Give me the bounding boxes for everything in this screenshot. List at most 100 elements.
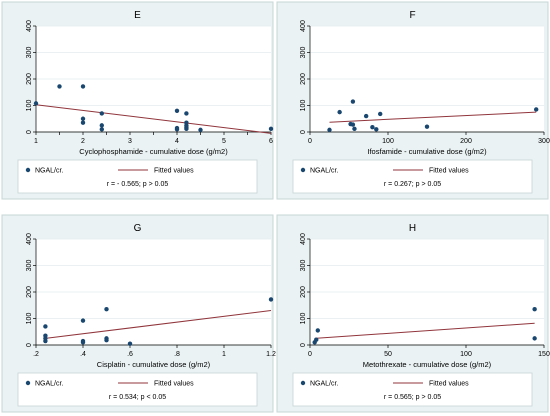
fitted-line bbox=[45, 310, 272, 339]
y-tick-label: 300 bbox=[300, 47, 307, 59]
data-point bbox=[99, 111, 105, 116]
y-tick-label: 100 bbox=[300, 313, 307, 325]
y-tick-label: 300 bbox=[26, 260, 33, 272]
x-tick-label: 0 bbox=[308, 351, 312, 358]
y-tick-label: 200 bbox=[300, 286, 307, 298]
y-tick-label: 200 bbox=[26, 286, 33, 298]
y-tick-label: 400 bbox=[26, 233, 33, 245]
data-point bbox=[57, 84, 62, 89]
y-tick-label: 400 bbox=[26, 20, 33, 32]
data-point bbox=[99, 123, 105, 128]
x-axis-label: Ifosfamide - cumulative dose (g/m2) bbox=[367, 147, 487, 156]
x-tick-label: 300 bbox=[538, 138, 550, 145]
stat-annotation: r = 0.565; p > 0.05 bbox=[384, 394, 441, 401]
data-point bbox=[104, 338, 109, 343]
legend-points-label: NGAL/cr. bbox=[35, 168, 63, 175]
x-axis-label: Cisplatin - cumulative dose (g/m2) bbox=[97, 360, 211, 369]
legend-point-marker bbox=[25, 167, 31, 173]
panel-title: G bbox=[134, 223, 142, 234]
data-point bbox=[532, 336, 537, 341]
panel-title: E bbox=[134, 10, 141, 21]
x-tick-label: 1 bbox=[34, 138, 38, 145]
y-tick-label: 300 bbox=[300, 260, 307, 272]
x-tick-label: 100 bbox=[460, 351, 472, 358]
panel-title: H bbox=[409, 223, 416, 234]
y-tick-label: 0 bbox=[300, 130, 307, 134]
data-point bbox=[80, 116, 86, 121]
stat-annotation: r = 0.534; p < 0.05 bbox=[109, 394, 166, 401]
panel-G: G 0 100 200 300 400 .2 .4 .6 .8 1 1.2 Cisplatin - cu… bbox=[1, 214, 276, 413]
data-point bbox=[174, 127, 180, 132]
data-point bbox=[268, 126, 274, 132]
y-tick-label: 400 bbox=[300, 233, 307, 245]
panel-F: F 0 100 200 300 400 0 100 200 300 Ifosfamide - cum… bbox=[276, 1, 550, 200]
data-point bbox=[104, 307, 109, 312]
legend-points-label: NGAL/cr. bbox=[35, 381, 63, 388]
data-point bbox=[174, 108, 180, 114]
data-point bbox=[80, 318, 86, 323]
y-tick-label: 100 bbox=[26, 313, 33, 325]
data-point bbox=[534, 107, 539, 112]
fitted-line bbox=[329, 111, 537, 123]
fitted-line bbox=[35, 104, 272, 134]
y-tick-label: 200 bbox=[300, 73, 307, 85]
data-point bbox=[43, 324, 48, 329]
x-tick-label: 5 bbox=[222, 138, 226, 145]
y-tick-label: 100 bbox=[26, 100, 33, 112]
legend-points-label: NGAL/cr. bbox=[310, 168, 338, 175]
legend-box bbox=[292, 159, 533, 194]
data-point bbox=[350, 99, 356, 104]
x-tick-label: 2 bbox=[81, 138, 85, 145]
fitted-line bbox=[314, 322, 535, 339]
legend-point-marker bbox=[25, 380, 31, 386]
x-axis-label: Metothrexate - cumulative dose (g/m2) bbox=[363, 360, 492, 369]
x-tick-label: 3 bbox=[128, 138, 132, 145]
data-point bbox=[315, 328, 320, 333]
x-tick-label: 150 bbox=[538, 351, 550, 358]
x-tick-label: .6 bbox=[127, 351, 133, 358]
y-tick-label: 200 bbox=[26, 73, 33, 85]
y-tick-label: 100 bbox=[300, 100, 307, 112]
stat-annotation: r = 0.267; p > 0.05 bbox=[384, 181, 441, 188]
y-tick-label: 0 bbox=[300, 343, 307, 347]
data-point bbox=[184, 111, 189, 116]
data-point bbox=[80, 84, 86, 89]
y-tick-label: 300 bbox=[26, 47, 33, 59]
legend-points-label: NGAL/cr. bbox=[310, 381, 338, 388]
legend-box bbox=[292, 372, 533, 407]
data-point bbox=[268, 297, 274, 302]
data-point bbox=[370, 125, 375, 130]
data-point bbox=[43, 338, 48, 344]
data-point bbox=[127, 341, 133, 346]
legend-line-label: Fitted values bbox=[429, 381, 469, 388]
x-tick-label: 0 bbox=[308, 138, 312, 145]
data-point bbox=[363, 113, 369, 119]
data-point bbox=[378, 111, 383, 117]
legend-line-label: Fitted values bbox=[154, 168, 194, 175]
data-point bbox=[99, 127, 105, 132]
data-point bbox=[374, 127, 379, 132]
data-point bbox=[424, 124, 430, 129]
legend-line-label: Fitted values bbox=[429, 168, 469, 175]
data-point bbox=[352, 126, 357, 132]
x-tick-label: 50 bbox=[384, 351, 392, 358]
data-point bbox=[532, 307, 537, 312]
x-tick-label: 100 bbox=[382, 138, 394, 145]
x-tick-label: .8 bbox=[174, 351, 180, 358]
panel-E: E 0 100 200 300 400 1 2 3 4 5 6 Cyclophosphamide - c… bbox=[1, 1, 274, 200]
legend-line-label: Fitted values bbox=[154, 381, 194, 388]
data-point bbox=[33, 101, 39, 106]
data-point bbox=[337, 109, 342, 115]
x-tick-label: 6 bbox=[269, 138, 273, 145]
panel-H: H 0 100 200 300 400 0 50 100 150 Metothrexate - cu… bbox=[276, 214, 550, 413]
data-point bbox=[80, 340, 86, 345]
legend-box bbox=[17, 372, 258, 407]
x-tick-label: 4 bbox=[175, 138, 179, 145]
x-tick-label: 1 bbox=[222, 351, 226, 358]
data-point bbox=[350, 122, 356, 127]
y-tick-label: 0 bbox=[26, 130, 33, 134]
data-point bbox=[198, 127, 203, 133]
legend-point-marker bbox=[300, 380, 306, 386]
x-tick-label: 1.2 bbox=[266, 351, 276, 358]
